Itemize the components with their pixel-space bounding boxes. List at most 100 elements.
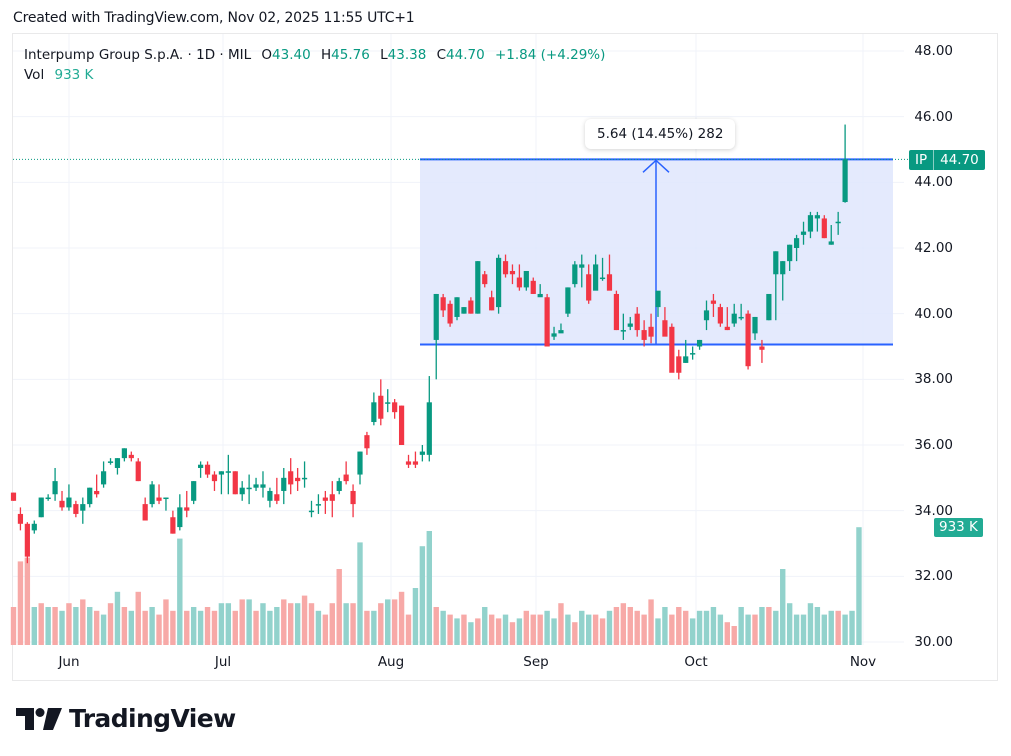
volume-bar xyxy=(440,610,446,645)
volume-bar xyxy=(606,610,613,645)
volume-bar xyxy=(211,610,218,645)
volume-bar xyxy=(523,610,530,645)
candle-body xyxy=(690,353,696,355)
candle-body xyxy=(454,297,460,317)
open-label: O xyxy=(261,47,273,63)
volume-bar xyxy=(488,614,495,645)
candle-body xyxy=(191,481,197,501)
volume-bar xyxy=(807,603,814,645)
volume-bar xyxy=(260,603,266,645)
price-axis-label: 32.00 xyxy=(914,568,953,585)
candle-body xyxy=(232,471,238,495)
volume-bar xyxy=(703,610,710,645)
candle-body xyxy=(620,330,626,332)
volume-bar xyxy=(87,607,93,645)
candle-body xyxy=(66,497,72,508)
candle-body xyxy=(572,264,578,285)
volume-bar xyxy=(676,607,682,645)
close-value: 44.70 xyxy=(446,47,485,63)
low-label: L xyxy=(380,47,388,63)
candle-body xyxy=(135,461,141,482)
symbol-description[interactable]: Interpump Group S.p.A. · 1D · MIL xyxy=(24,47,252,63)
candle-body xyxy=(204,464,211,475)
volume-row: Vol 933 K xyxy=(24,65,605,85)
candle-body xyxy=(565,287,571,314)
candle-body xyxy=(295,477,301,482)
candle-body xyxy=(419,451,425,455)
candle-body xyxy=(142,504,148,521)
volume-bar xyxy=(620,603,627,645)
volume-bar xyxy=(364,610,370,645)
candle-body xyxy=(717,307,723,324)
volume-bar xyxy=(31,607,37,645)
volume-bar xyxy=(197,610,204,645)
volume-bar xyxy=(66,603,72,645)
volume-label[interactable]: Vol xyxy=(24,67,45,83)
tradingview-logo[interactable]: TradingView xyxy=(16,704,236,733)
volume-bar xyxy=(38,603,44,645)
candle-body xyxy=(59,500,65,508)
volume-bar xyxy=(585,614,592,645)
candle-body xyxy=(641,330,647,340)
high-label: H xyxy=(321,47,332,63)
volume-bar xyxy=(773,610,779,645)
volume-bar xyxy=(204,607,211,645)
candle-body xyxy=(752,316,758,334)
volume-bar xyxy=(579,610,585,645)
candle-body xyxy=(523,270,529,288)
candle-body xyxy=(177,507,183,528)
volume-bar xyxy=(426,531,432,645)
volume-bar xyxy=(288,603,294,645)
candle-body xyxy=(703,310,710,321)
candle-body xyxy=(461,307,467,314)
candle-body xyxy=(343,474,349,482)
volume-bar xyxy=(683,610,689,645)
volume-bar xyxy=(641,614,647,645)
volume-bar xyxy=(613,607,620,645)
volume-bar xyxy=(274,607,280,645)
volume-bar xyxy=(73,607,79,645)
last-price-tag: IP 44.70 xyxy=(909,150,985,170)
volume-bar xyxy=(294,603,301,645)
candle-body xyxy=(683,356,689,363)
candle-body xyxy=(482,274,488,285)
candle-body xyxy=(509,270,516,275)
volume-bar xyxy=(59,610,65,645)
volume-bar xyxy=(93,610,100,645)
volume-bar xyxy=(24,557,31,645)
price-axis-label: 46.00 xyxy=(914,108,953,125)
volume-bar xyxy=(495,618,502,645)
candle-body xyxy=(787,244,793,262)
candle-body xyxy=(336,481,342,491)
volume-bar xyxy=(766,607,772,645)
candle-body xyxy=(599,277,606,280)
candle-body xyxy=(627,323,633,327)
candle-body xyxy=(31,523,37,531)
volume-bar xyxy=(724,622,730,645)
volume-bar xyxy=(405,614,412,645)
volume-bar xyxy=(828,610,834,645)
candle-body xyxy=(357,451,363,475)
price-axis-label: 30.00 xyxy=(914,634,953,650)
ohlc-row: Interpump Group S.p.A. · 1D · MIL O43.40… xyxy=(24,45,605,65)
volume-bar xyxy=(308,603,315,645)
candle-body xyxy=(586,274,592,301)
volume-bar xyxy=(461,614,467,645)
price-range-measure-label[interactable]: 5.64 (14.45%) 282 xyxy=(585,119,736,149)
candle-body xyxy=(738,316,744,319)
volume-bar xyxy=(281,599,287,645)
candle-body xyxy=(378,395,384,419)
candle-body xyxy=(156,497,162,501)
volume-bar xyxy=(551,618,557,645)
candle-body xyxy=(198,464,204,468)
price-axis-label: 38.00 xyxy=(914,371,953,388)
candle-body xyxy=(433,293,439,340)
candle-body xyxy=(655,290,661,308)
candle-body xyxy=(669,326,675,373)
candle-body xyxy=(405,461,412,465)
volume-bar xyxy=(454,618,460,645)
volume-bar xyxy=(433,607,439,645)
candle-body xyxy=(100,471,107,485)
volume-bar xyxy=(378,603,384,645)
